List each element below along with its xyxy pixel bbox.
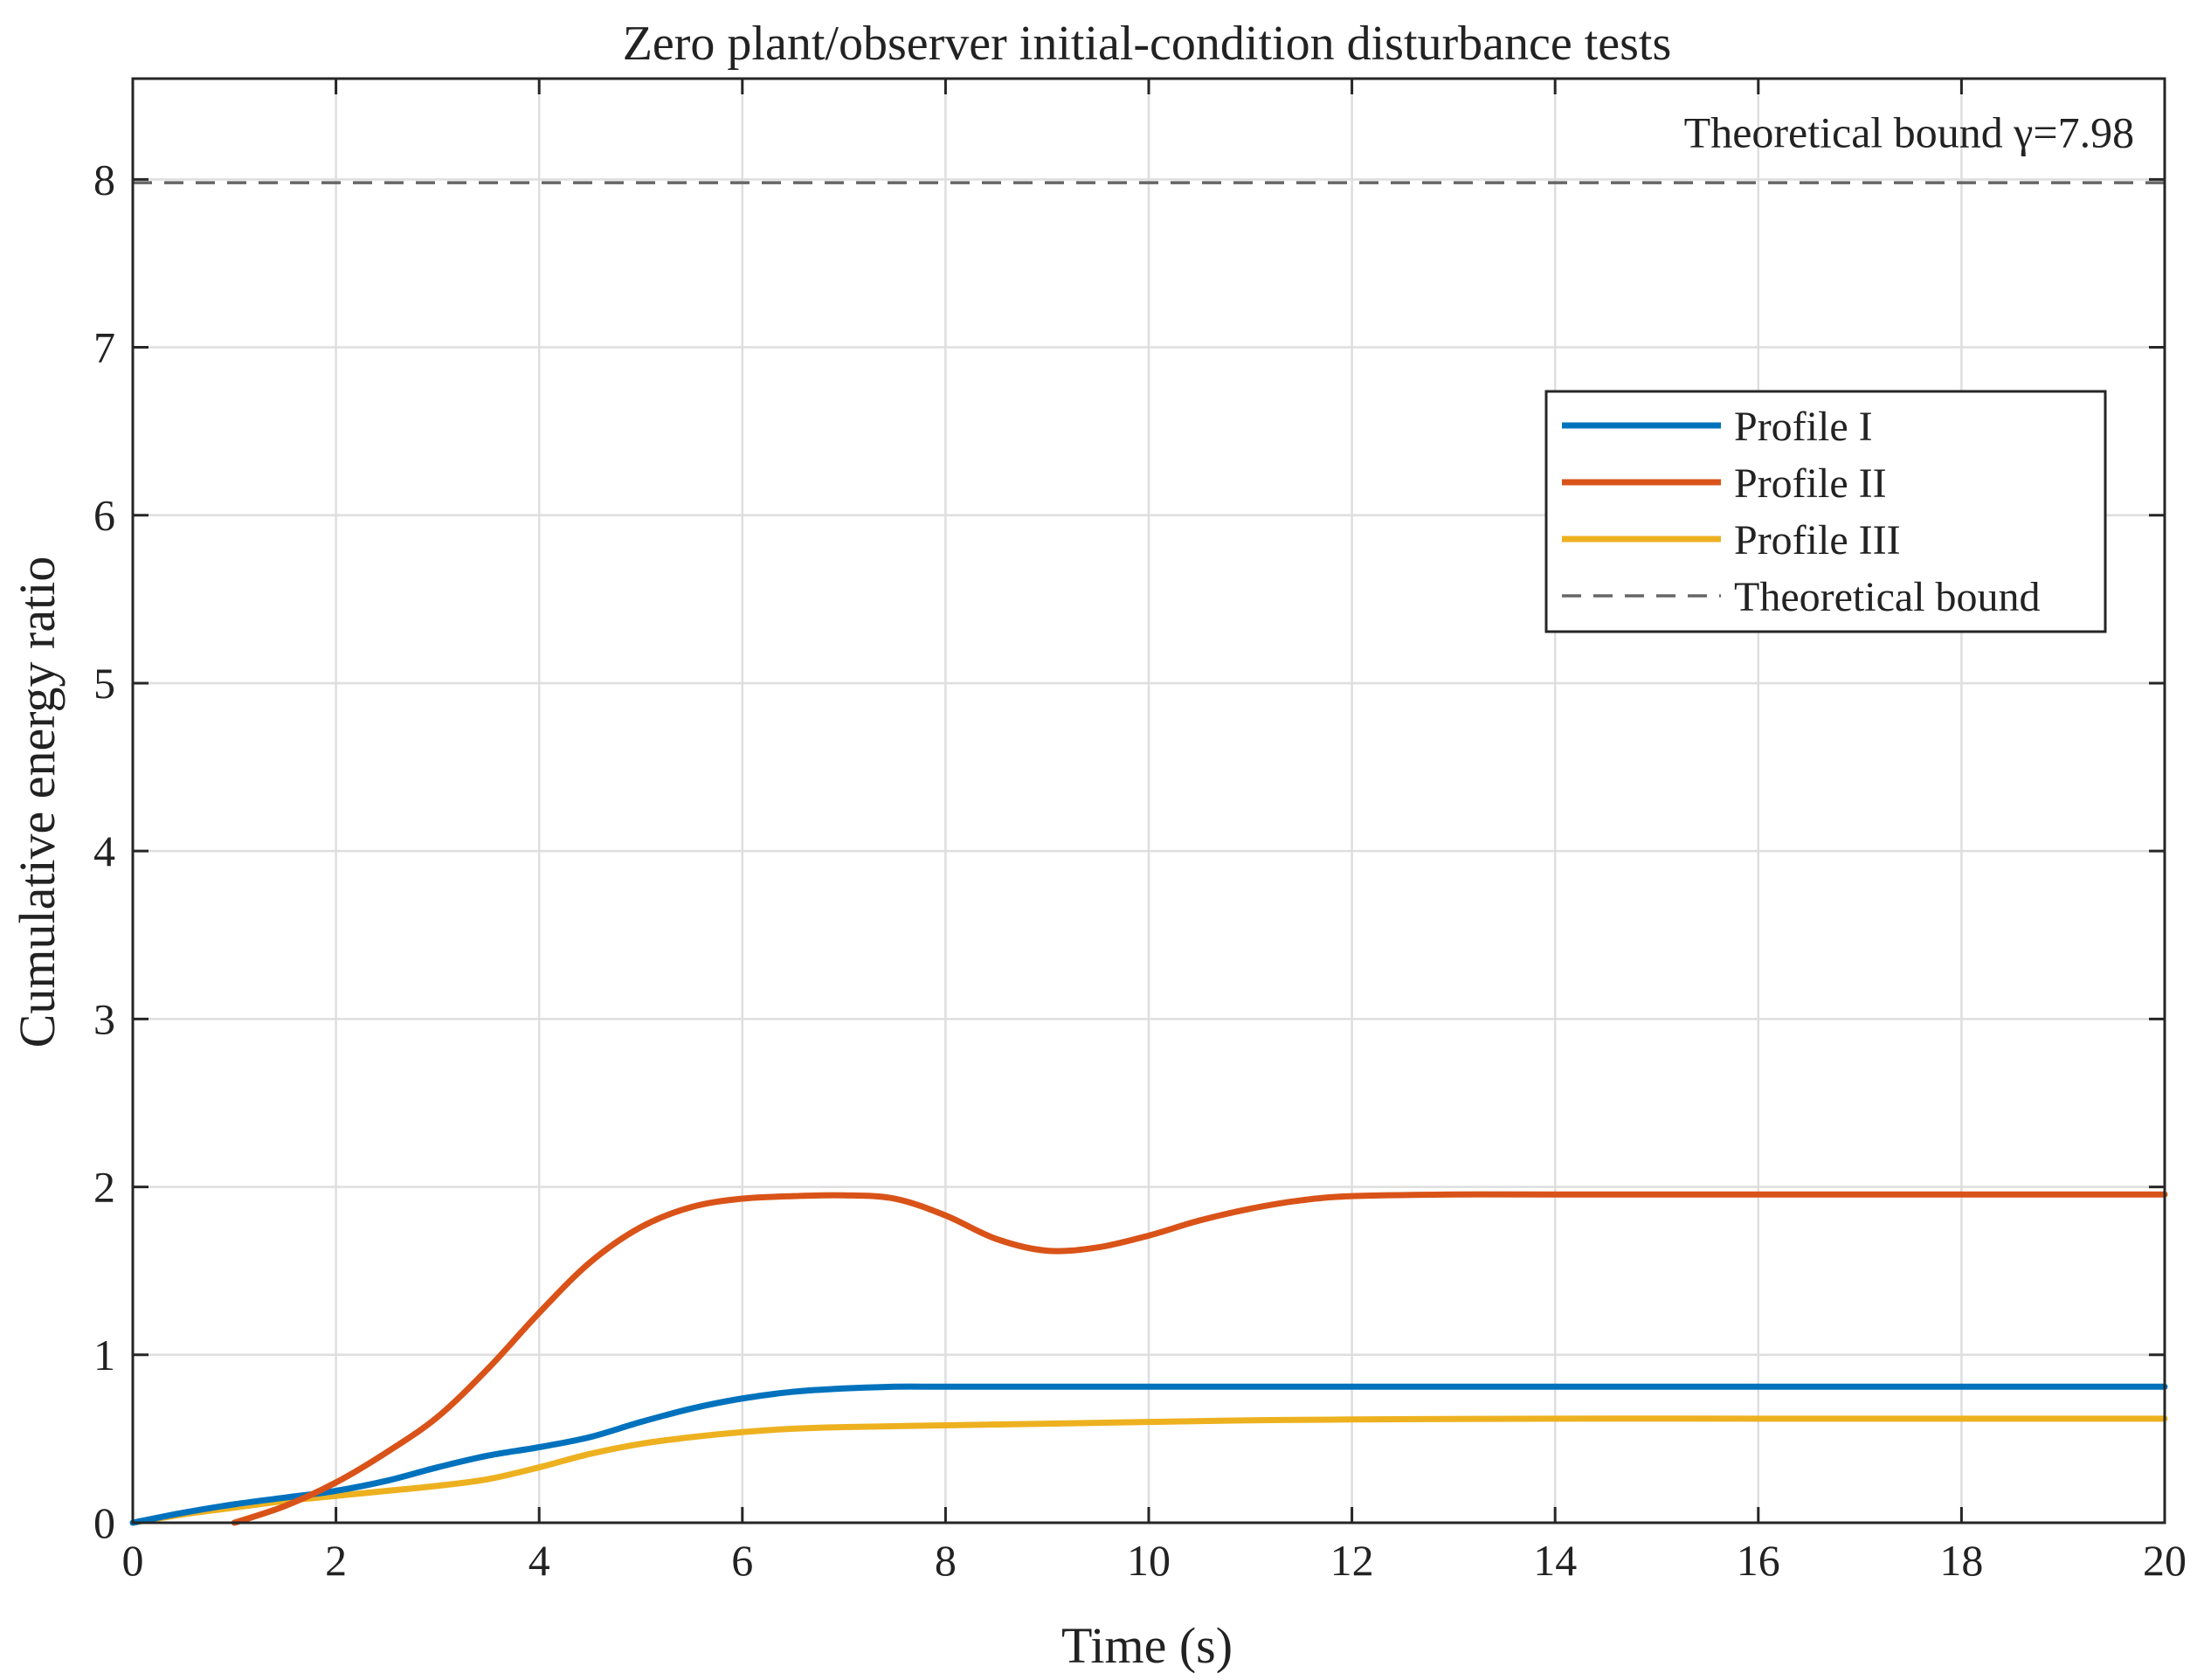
legend-entry-profile-i: Profile I <box>1562 404 1873 450</box>
y-tick-label: 2 <box>93 1163 115 1212</box>
y-tick-label: 8 <box>93 155 115 204</box>
y-tick-label: 4 <box>93 826 115 875</box>
x-axis-label: Time (s) <box>1061 1617 1233 1674</box>
legend-label-theoretical-bound: Theoretical bound <box>1734 574 2041 620</box>
x-tick-label: 0 <box>122 1536 144 1585</box>
annotations: Theoretical bound γ=7.98 <box>1684 108 2134 157</box>
y-tick-label: 5 <box>93 659 115 708</box>
series-line-profile-ii <box>231 1191 2168 1526</box>
series-lines <box>129 181 2168 1526</box>
x-tick-label: 6 <box>731 1536 753 1585</box>
x-tick-label: 16 <box>1737 1536 1780 1585</box>
series-line-profile-iii <box>129 1415 2168 1526</box>
legend-box <box>1544 390 2107 633</box>
x-tick-label: 12 <box>1330 1536 1374 1585</box>
legend-label-profile-iii: Profile III <box>1734 517 1901 563</box>
x-tick-label: 20 <box>2143 1536 2187 1585</box>
y-axis-label: Cumulative energy ratio <box>9 557 66 1048</box>
x-tick-label: 2 <box>325 1536 347 1585</box>
y-tick-label: 6 <box>93 491 115 540</box>
x-tick-label: 18 <box>1939 1536 1983 1585</box>
legend-entry-theoretical-bound: Theoretical bound <box>1562 574 2041 620</box>
y-tick-label: 7 <box>93 323 115 372</box>
y-tick-label: 1 <box>93 1331 115 1379</box>
series-line-profile-i <box>129 1383 2168 1526</box>
x-tick-label: 8 <box>935 1536 957 1585</box>
x-tick-label: 4 <box>529 1536 550 1585</box>
x-tick-label: 14 <box>1533 1536 1577 1585</box>
legend-label-profile-i: Profile I <box>1734 404 1873 450</box>
legend-label-profile-ii: Profile II <box>1734 460 1887 507</box>
legend: Profile I Profile II Profile III Theoret… <box>1544 390 2107 633</box>
bound-annotation: Theoretical bound γ=7.98 <box>1684 108 2134 157</box>
legend-entry-profile-iii: Profile III <box>1562 517 1901 563</box>
legend-entry-profile-ii: Profile II <box>1562 460 1887 507</box>
y-tick-label: 0 <box>93 1498 115 1547</box>
x-tick-label: 10 <box>1127 1536 1171 1585</box>
chart-title: Zero plant/observer initial-condition di… <box>623 17 1672 71</box>
y-tick-label: 3 <box>93 994 115 1043</box>
